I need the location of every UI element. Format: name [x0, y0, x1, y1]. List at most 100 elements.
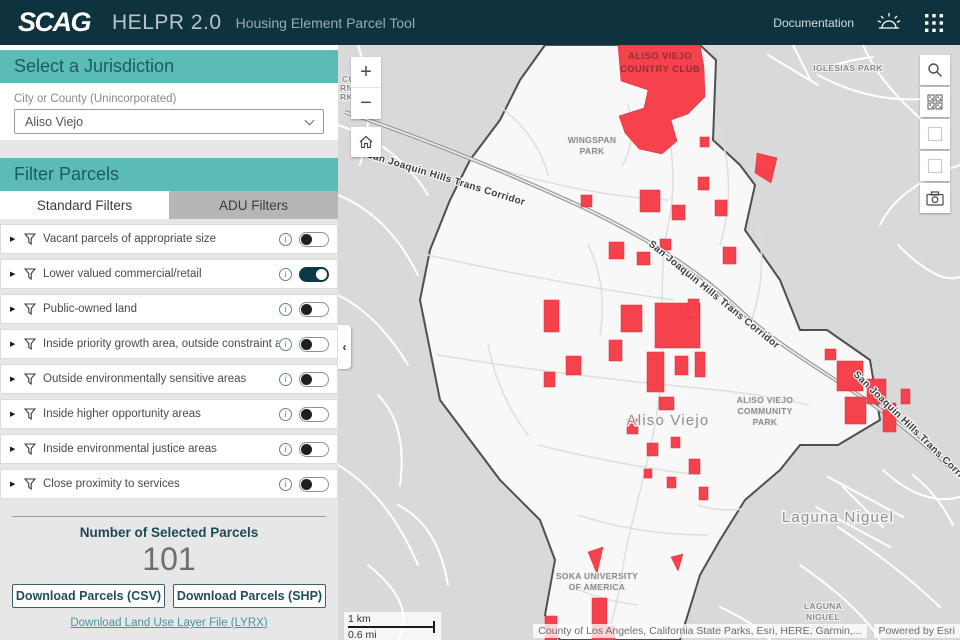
selected-parcels-count: 101: [0, 542, 338, 576]
funnel-icon: [24, 233, 36, 245]
info-icon[interactable]: i: [279, 268, 292, 281]
attribution-text: County of Los Angeles, California State …: [533, 624, 866, 638]
info-icon[interactable]: i: [279, 443, 292, 456]
square-outline-icon: [927, 126, 943, 142]
funnel-icon: [24, 408, 36, 420]
download-lyrx-link[interactable]: Download Land Use Layer File (LYRX): [0, 617, 338, 629]
map-label-soka: SOKA UNIVERSITY: [556, 571, 638, 581]
filter-toggle[interactable]: [299, 302, 329, 317]
tab-adu-filters[interactable]: ADU Filters: [169, 191, 338, 219]
filter-label: Public-owned land: [43, 303, 279, 315]
filter-label: Vacant parcels of appropriate size: [43, 233, 279, 245]
sidebar: Select a Jurisdiction City or County (Un…: [0, 45, 338, 640]
funnel-icon: [24, 443, 36, 455]
filter-label: Close proximity to services: [43, 478, 279, 490]
map-container: ALISO VIEJO COUNTRY CLUB IGLESIAS PARK W…: [338, 45, 960, 640]
tab-standard-filters[interactable]: Standard Filters: [0, 191, 169, 219]
jurisdiction-select[interactable]: Aliso Viejo: [14, 109, 324, 134]
scale-mi-label: 0.6 mi: [348, 629, 437, 640]
layer-widget-button[interactable]: [920, 119, 950, 149]
filter-toggle[interactable]: [299, 337, 329, 352]
info-icon[interactable]: i: [279, 478, 292, 491]
zoom-out-button[interactable]: −: [351, 88, 381, 119]
jurisdiction-card: City or County (Unincorporated) Aliso Vi…: [0, 83, 338, 140]
map-label-aliso-viejo: Aliso Viejo: [627, 412, 710, 429]
svg-text:COUNTRY CLUB: COUNTRY CLUB: [620, 64, 700, 75]
filter-row: ▶ Public-owned land i: [0, 294, 338, 324]
funnel-icon: [24, 478, 36, 490]
map-label-country-club: ALISO VIEJO: [628, 51, 692, 62]
funnel-icon: [24, 338, 36, 350]
results-divider: [12, 516, 326, 517]
map-label-community-park: ALISO VIEJO: [737, 395, 794, 405]
expand-caret-icon[interactable]: ▶: [10, 235, 17, 243]
square-outline-icon: [927, 158, 943, 174]
filter-row: ▶ Inside higher opportunity areas i: [0, 399, 338, 429]
jurisdiction-field-label: City or County (Unincorporated): [14, 93, 324, 105]
svg-text:PARK: PARK: [753, 417, 778, 427]
filter-row: ▶ Inside priority growth area, outside c…: [0, 329, 338, 359]
expand-caret-icon[interactable]: ▶: [10, 410, 17, 418]
svg-text:OF AMERICA: OF AMERICA: [569, 582, 626, 592]
map-attribution: County of Los Angeles, California State …: [533, 624, 960, 638]
svg-text:PARK: PARK: [580, 146, 605, 156]
filter-toggle[interactable]: [299, 477, 329, 492]
expand-caret-icon[interactable]: ▶: [10, 375, 17, 383]
map-label-laguna-niguel: Laguna Niguel: [782, 509, 894, 526]
info-icon[interactable]: i: [279, 408, 292, 421]
filter-label: Outside environmentally sensitive areas: [43, 373, 279, 385]
selected-parcels-label: Number of Selected Parcels: [0, 525, 338, 540]
filter-label: Lower valued commercial/retail: [43, 268, 279, 280]
map-label-iglesias-park: IGLESIAS PARK: [813, 63, 883, 73]
funnel-icon: [24, 303, 36, 315]
legend-widget-button[interactable]: [920, 151, 950, 181]
screenshot-button[interactable]: [920, 183, 950, 213]
info-icon[interactable]: i: [279, 338, 292, 351]
jurisdiction-selected-value: Aliso Viejo: [25, 115, 83, 129]
expand-caret-icon[interactable]: ▶: [10, 270, 17, 278]
scale-bar: 1 km 0.6 mi: [344, 612, 441, 640]
filter-row: ▶ Vacant parcels of appropriate size i: [0, 224, 338, 254]
filter-toggle[interactable]: [299, 407, 329, 422]
search-icon: [927, 62, 943, 78]
app-header: SCAG HELPR 2.0 Housing Element Parcel To…: [0, 0, 960, 45]
sidebar-collapse-handle[interactable]: ‹: [338, 325, 351, 369]
filter-row: ▶ Close proximity to services i: [0, 469, 338, 499]
funnel-icon: [24, 268, 36, 280]
filter-toggle[interactable]: [299, 442, 329, 457]
map-label-wingspan-park: WINGSPAN: [568, 135, 617, 145]
documentation-link[interactable]: Documentation: [773, 16, 854, 30]
zoom-in-button[interactable]: +: [351, 57, 381, 88]
filter-toggle[interactable]: [299, 267, 329, 282]
download-shp-button[interactable]: Download Parcels (SHP): [173, 584, 326, 608]
app-title: HELPR 2.0: [112, 11, 222, 35]
filter-toggle[interactable]: [299, 232, 329, 247]
filter-toggle[interactable]: [299, 372, 329, 387]
expand-caret-icon[interactable]: ▶: [10, 480, 17, 488]
info-icon[interactable]: i: [279, 303, 292, 316]
zoom-control: + −: [351, 57, 381, 119]
expand-caret-icon[interactable]: ▶: [10, 305, 17, 313]
basemap-grid-icon: [927, 94, 943, 110]
filter-label: Inside higher opportunity areas: [43, 408, 279, 420]
home-icon: [358, 134, 374, 150]
svg-text:NIGUEL: NIGUEL: [806, 612, 840, 622]
camera-icon: [926, 191, 944, 206]
expand-caret-icon[interactable]: ▶: [10, 340, 17, 348]
svg-text:COMMUNITY: COMMUNITY: [737, 406, 792, 416]
notification-bell-icon[interactable]: [876, 11, 902, 35]
info-icon[interactable]: i: [279, 233, 292, 246]
funnel-icon: [24, 373, 36, 385]
powered-by-esri: Powered by Esri: [874, 624, 960, 638]
expand-caret-icon[interactable]: ▶: [10, 445, 17, 453]
map-canvas[interactable]: ALISO VIEJO COUNTRY CLUB IGLESIAS PARK W…: [338, 45, 960, 640]
download-csv-button[interactable]: Download Parcels (CSV): [12, 584, 165, 608]
search-button[interactable]: [920, 55, 950, 85]
info-icon[interactable]: i: [279, 373, 292, 386]
app-grid-icon[interactable]: [924, 13, 944, 33]
collapse-chevron-icon: ‹: [343, 340, 347, 354]
basemap-gallery-button[interactable]: [920, 87, 950, 117]
home-button[interactable]: [351, 127, 381, 157]
filter-label: Inside environmental justice areas: [43, 443, 279, 455]
filter-tabs: Standard Filters ADU Filters: [0, 191, 338, 219]
